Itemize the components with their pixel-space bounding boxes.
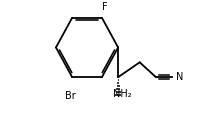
Text: F: F xyxy=(102,2,107,12)
Text: NH₂: NH₂ xyxy=(113,89,132,99)
Text: Br: Br xyxy=(66,91,76,101)
Text: N: N xyxy=(176,72,183,82)
